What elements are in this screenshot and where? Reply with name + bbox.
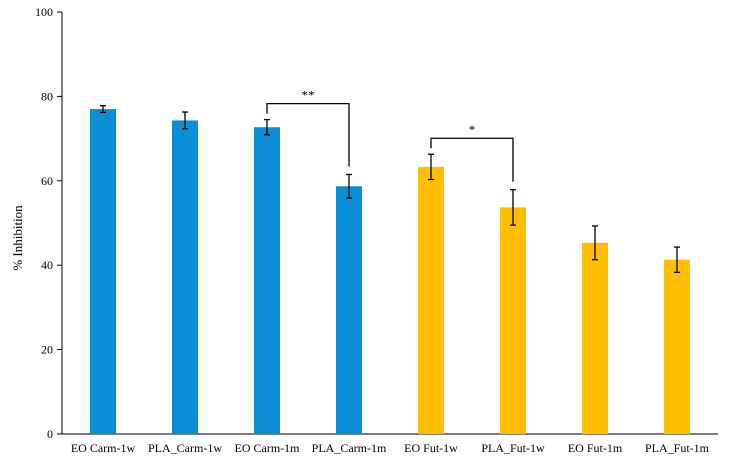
significance-bracket (430, 137, 514, 182)
x-tick-label: PLA_Fut-1w (481, 441, 545, 455)
bar (418, 166, 444, 434)
significance-label: * (469, 122, 476, 137)
y-tick-label: 100 (35, 5, 53, 19)
x-tick-label: PLA_Carm-1m (312, 441, 387, 455)
x-tick-label: EO Carm-1m (235, 441, 301, 455)
bars-group (90, 109, 690, 435)
bar (336, 186, 362, 434)
x-tick-label: PLA_Fut-1m (645, 441, 710, 455)
bar (254, 127, 280, 435)
x-tick-label: EO Carm-1w (71, 441, 136, 455)
significance-label: ** (302, 88, 315, 103)
x-tick-label: EO Fut-1m (568, 441, 623, 455)
y-tick-label: 40 (41, 258, 53, 272)
y-axis-label: % Inhibition (10, 205, 25, 271)
bar (90, 109, 116, 434)
x-tick-label: EO Fut-1w (404, 441, 458, 455)
error-bars-group (100, 105, 680, 274)
bar (582, 242, 608, 434)
y-tick-label: 20 (41, 343, 53, 357)
x-tick-labels: EO Carm-1w PLA_Carm-1w EO Carm-1m PLA_Carm-… (71, 441, 710, 455)
bar (664, 259, 690, 434)
y-tick-label: 60 (41, 174, 53, 188)
y-axis: 0 20 40 60 80 100 (35, 5, 718, 441)
y-tick-label: 0 (47, 427, 53, 441)
y-tick-label: 80 (41, 89, 53, 103)
bar (500, 207, 526, 434)
significance-bracket (266, 102, 350, 167)
x-tick-label: PLA_Carm-1w (148, 441, 222, 455)
significance-brackets: *** (266, 88, 514, 182)
bar (172, 120, 198, 434)
